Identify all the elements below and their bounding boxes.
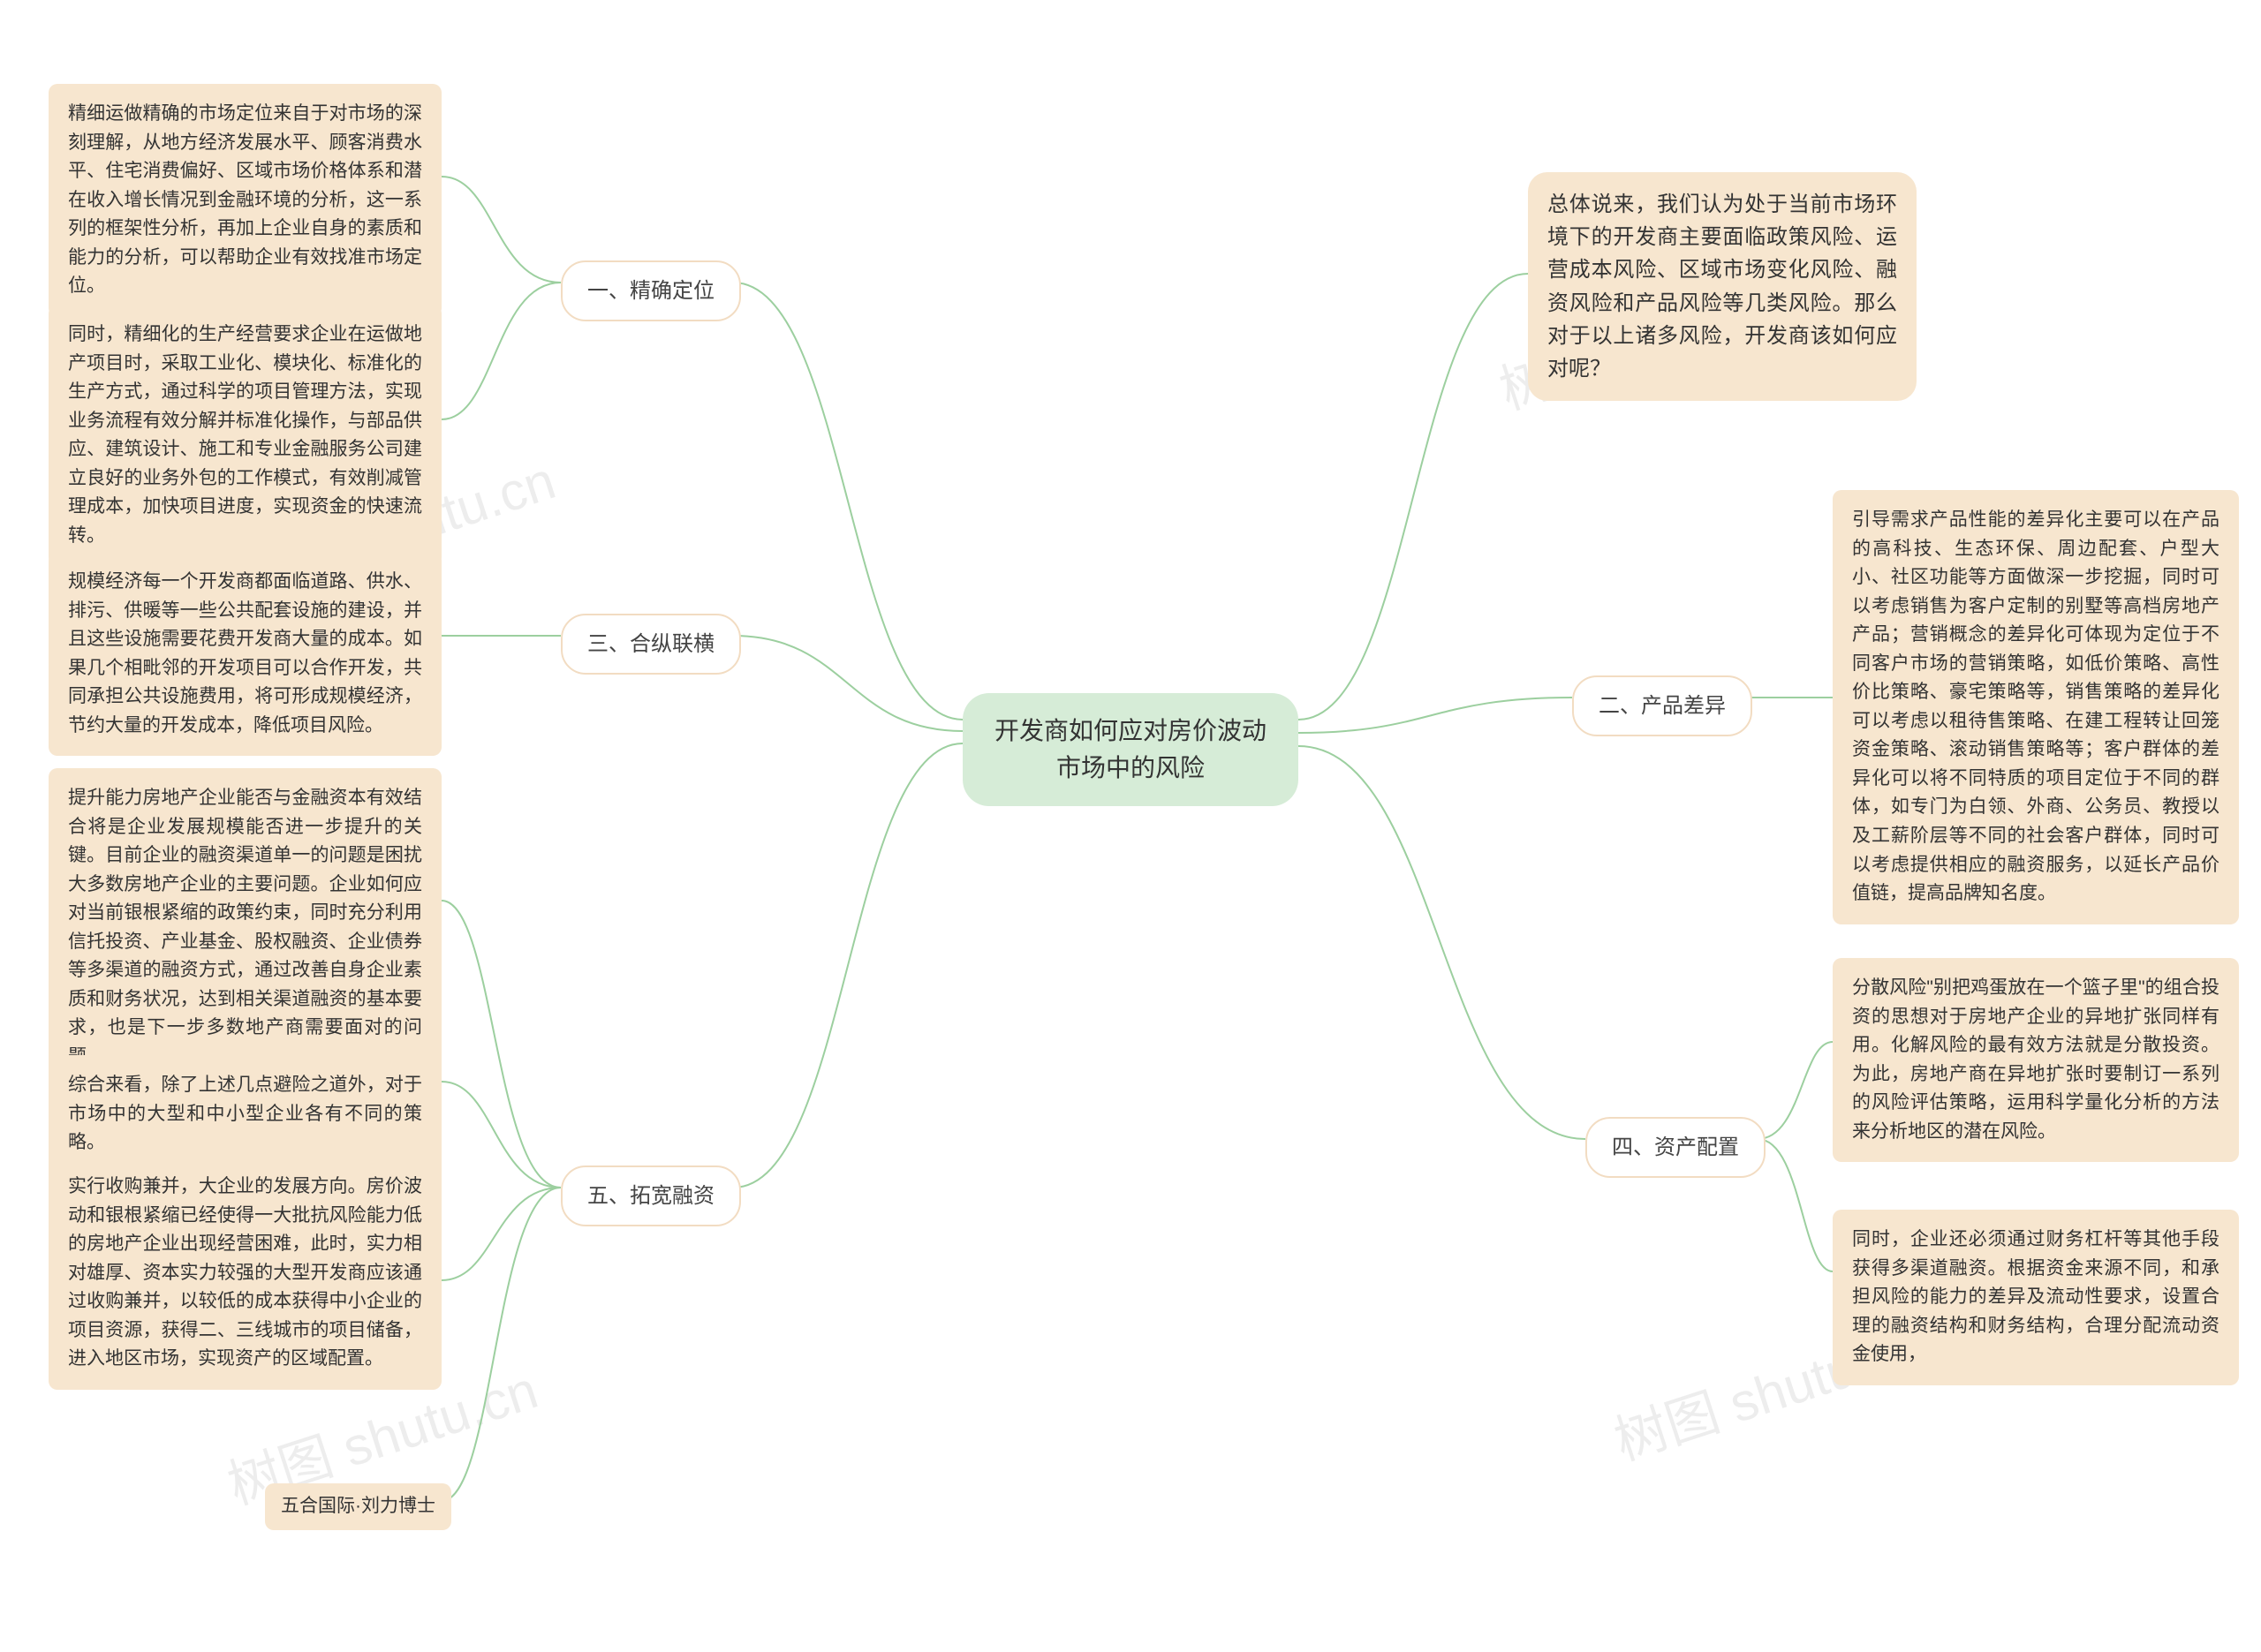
branch-5-leaf-4: 五合国际·刘力博士	[265, 1483, 451, 1530]
branch-4-leaf-1: 分散风险"别把鸡蛋放在一个篮子里"的组合投资的思想对于房地产企业的异地扩张同样有…	[1833, 958, 2239, 1162]
branch-3-leaf: 规模经济每一个开发商都面临道路、供水、排污、供暖等一些公共配套设施的建设，并且这…	[49, 552, 442, 756]
branch-3: 三、合纵联横	[561, 614, 741, 675]
root-line2: 市场中的风险	[1056, 754, 1205, 781]
mindmap-canvas: 树图 shutu.cn 树图 shutu.cn 树图 shutu.cn 树图 s…	[0, 0, 2261, 1652]
branch-5-leaf-2: 综合来看，除了上述几点避险之道外，对于市场中的大型和中小型企业各有不同的策略。	[49, 1055, 442, 1173]
branch-1-leaf-2: 同时，精细化的生产经营要求企业在运做地产项目时，采取工业化、模块化、标准化的生产…	[49, 305, 442, 566]
branch-1-leaf-1: 精细运做精确的市场定位来自于对市场的深刻理解，从地方经济发展水平、顾客消费水平、…	[49, 84, 442, 317]
root-node: 开发商如何应对房价波动 市场中的风险	[963, 693, 1298, 806]
branch-4: 四、资产配置	[1585, 1117, 1766, 1178]
intro-leaf: 总体说来，我们认为处于当前市场环境下的开发商主要面临政策风险、运营成本风险、区域…	[1528, 172, 1917, 401]
branch-5-leaf-3: 实行收购兼并，大企业的发展方向。房价波动和银根紧缩已经使得一大批抗风险能力低的房…	[49, 1157, 442, 1390]
branch-2: 二、产品差异	[1572, 675, 1752, 736]
branch-5: 五、拓宽融资	[561, 1165, 741, 1226]
branch-4-leaf-2: 同时，企业还必须通过财务杠杆等其他手段获得多渠道融资。根据资金来源不同，和承担风…	[1833, 1210, 2239, 1385]
branch-2-leaf: 引导需求产品性能的差异化主要可以在产品的高科技、生态环保、周边配套、户型大小、社…	[1833, 490, 2239, 924]
branch-5-leaf-1: 提升能力房地产企业能否与金融资本有效结合将是企业发展规模能否进一步提升的关键。目…	[49, 768, 442, 1087]
branch-1: 一、精确定位	[561, 260, 741, 321]
root-line1: 开发商如何应对房价波动	[994, 717, 1267, 744]
